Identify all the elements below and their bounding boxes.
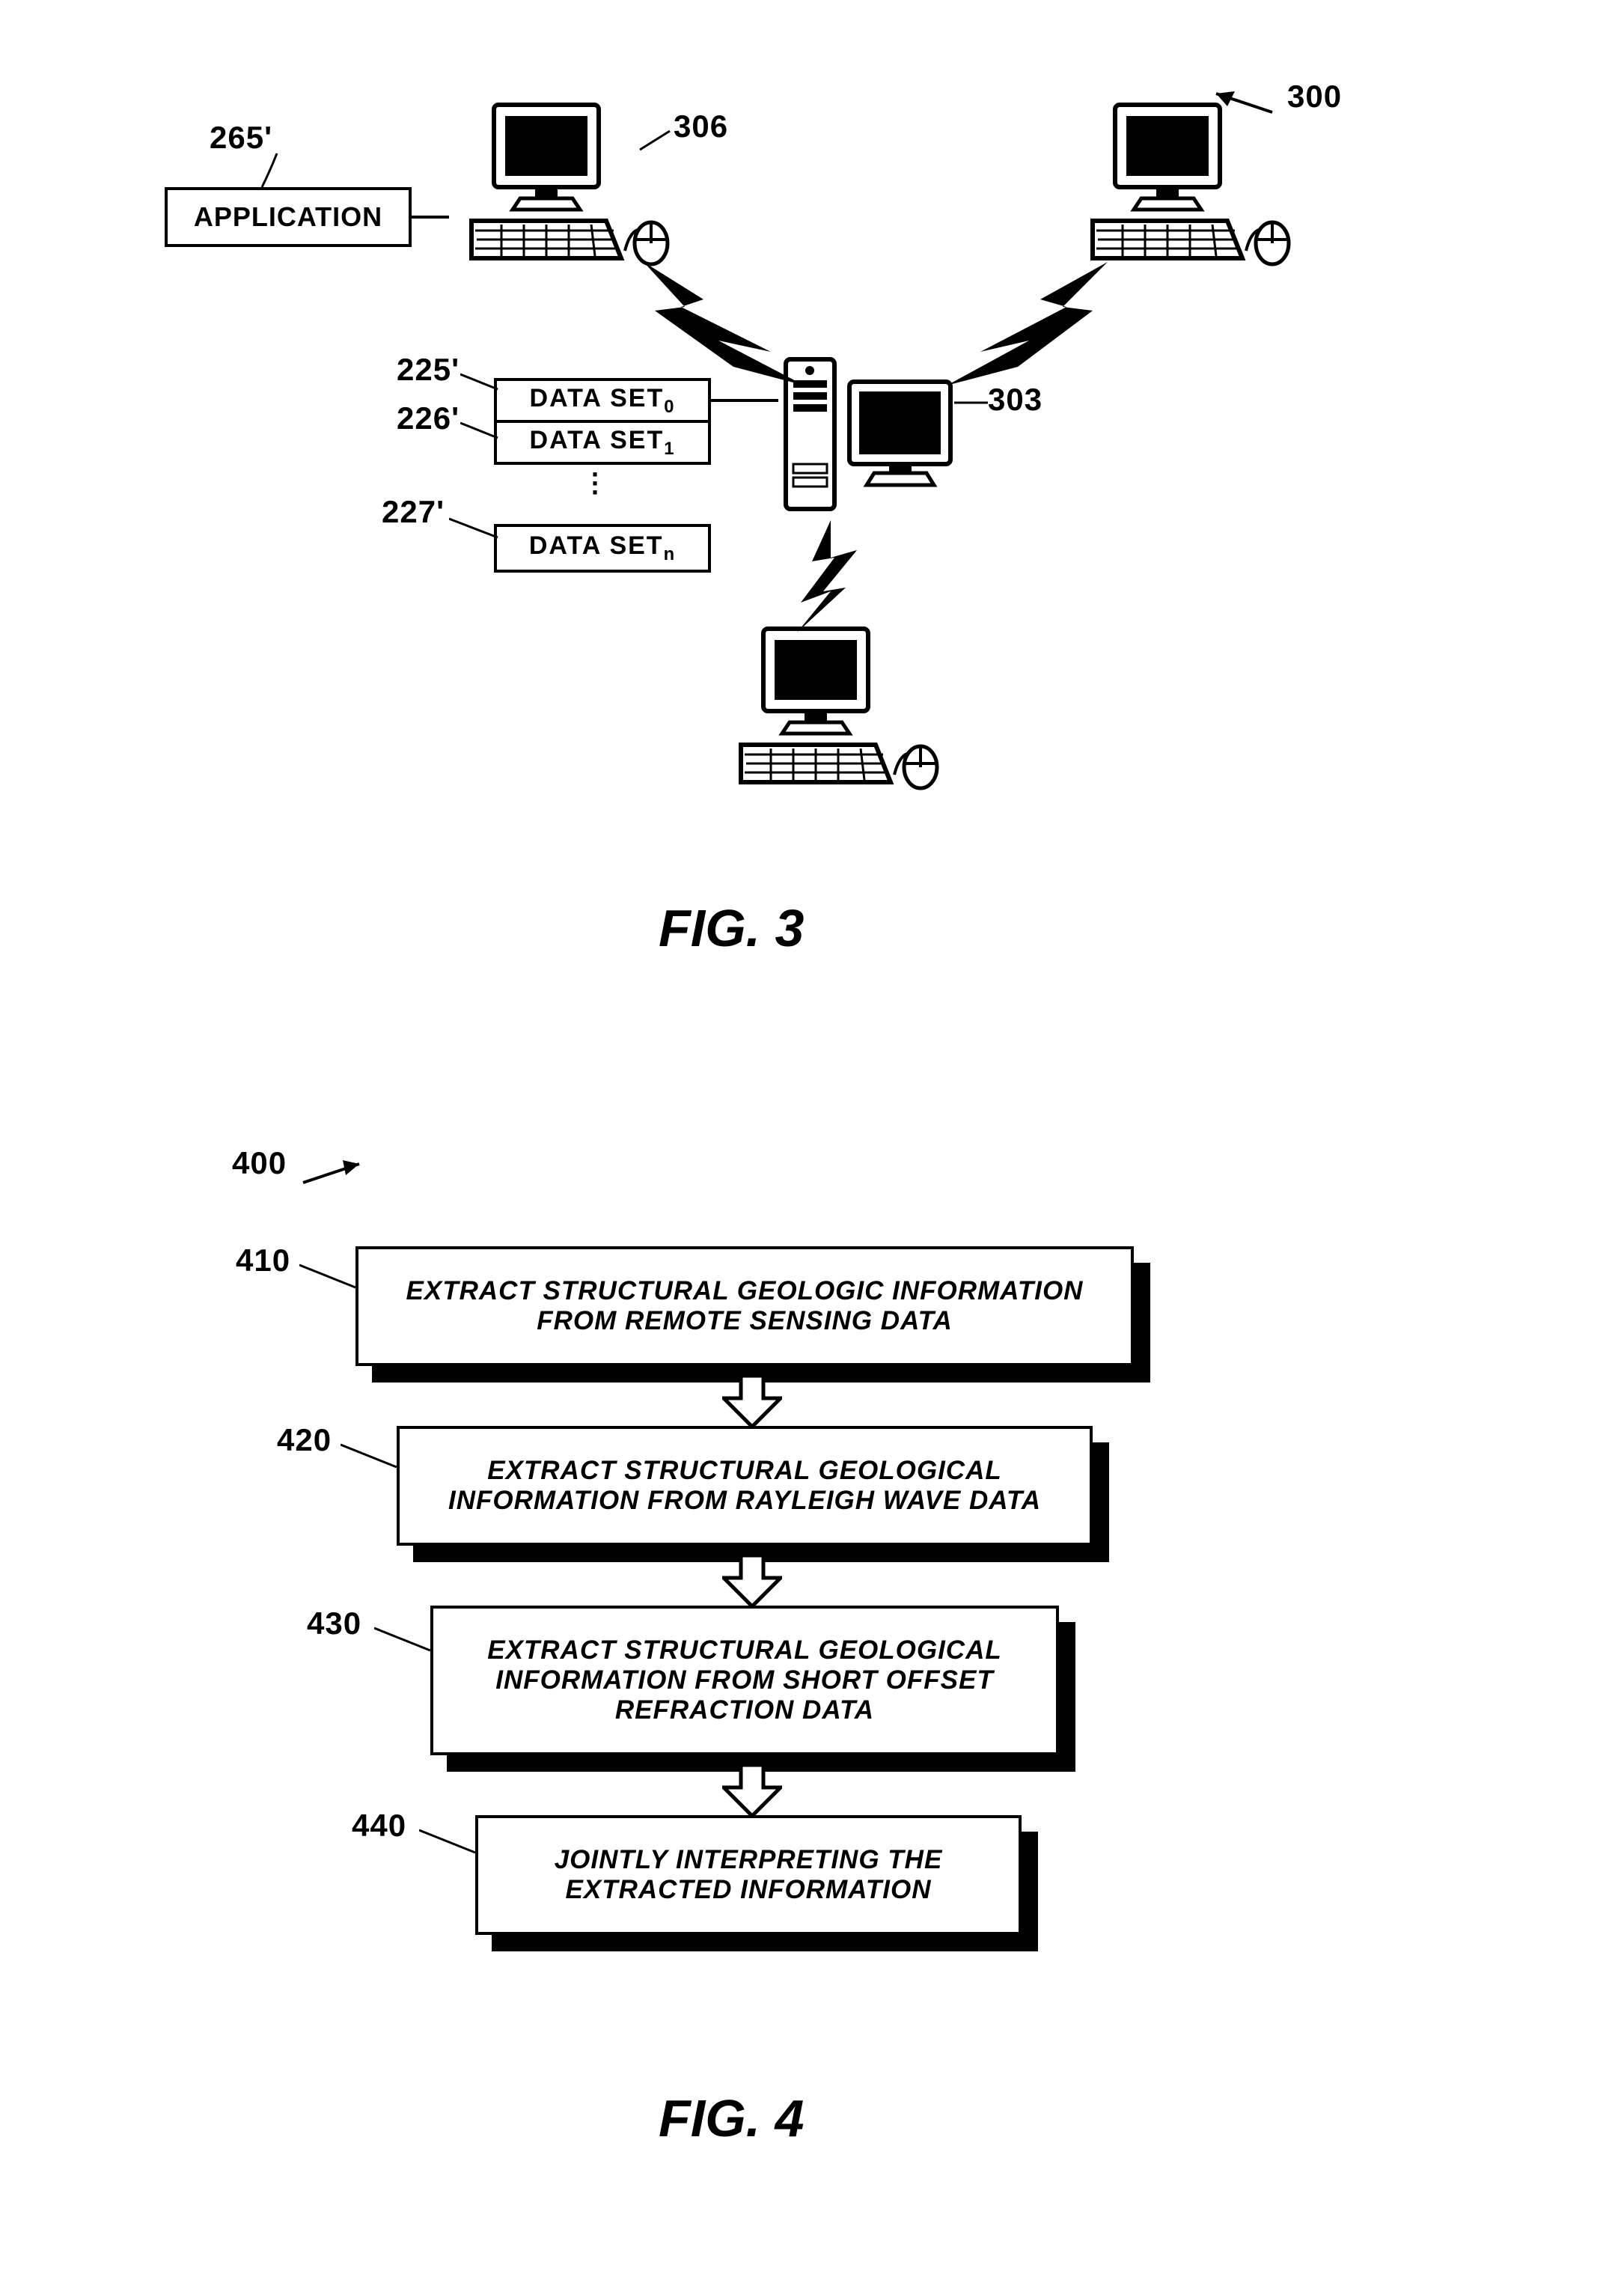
- step-430-box: EXTRACT STRUCTURAL GEOLOGICAL INFORMATIO…: [430, 1606, 1059, 1755]
- ref-303-leader: [954, 395, 992, 410]
- step-430-text: EXTRACT STRUCTURAL GEOLOGICAL INFORMATIO…: [463, 1636, 1026, 1725]
- ref-400: 400: [232, 1145, 287, 1181]
- bolt-top-right: [943, 254, 1115, 389]
- application-box: APPLICATION: [165, 187, 412, 247]
- ref-430: 430: [307, 1606, 361, 1641]
- bolt-top-left: [636, 254, 808, 389]
- ref-420: 420: [277, 1422, 332, 1458]
- app-connector: [412, 216, 449, 219]
- step-420-text: EXTRACT STRUCTURAL GEOLOGICAL INFORMATIO…: [422, 1456, 1067, 1516]
- ref-400-arrow: [299, 1153, 382, 1198]
- ref-410-leader: [299, 1261, 359, 1291]
- dataset-n-box: DATA SETn: [494, 524, 711, 573]
- ref-226-leader: [460, 419, 501, 442]
- dataset-1-box: DATA SET1: [494, 420, 711, 465]
- ref-440-leader: [419, 1826, 479, 1856]
- ref-265-leader: [254, 150, 292, 195]
- ref-227: 227': [382, 494, 445, 530]
- step-410-text: EXTRACT STRUCTURAL GEOLOGIC INFORMATION …: [381, 1276, 1108, 1336]
- flow-arrow-2: [722, 1555, 782, 1608]
- flow-arrow-1: [722, 1376, 782, 1428]
- ref-225-leader: [460, 371, 501, 393]
- computer-client-2: [1070, 97, 1295, 269]
- dataset-0-box: DATA SET0: [494, 378, 711, 423]
- dataset-1-label: DATA SET1: [530, 426, 676, 460]
- ref-430-leader: [374, 1624, 434, 1654]
- ref-306: 306: [674, 109, 728, 144]
- step-420-box: EXTRACT STRUCTURAL GEOLOGICAL INFORMATIO…: [397, 1426, 1093, 1546]
- ref-300: 300: [1287, 79, 1342, 115]
- ref-410: 410: [236, 1243, 290, 1278]
- application-label: APPLICATION: [194, 201, 382, 233]
- ref-420-leader: [341, 1441, 400, 1471]
- dataset-n-label: DATA SETn: [529, 531, 676, 565]
- ref-440: 440: [352, 1808, 406, 1844]
- flow-arrow-3: [722, 1765, 782, 1817]
- dataset-0-label: DATA SET0: [530, 384, 676, 418]
- ref-227-leader: [449, 515, 501, 545]
- step-410-box: EXTRACT STRUCTURAL GEOLOGIC INFORMATION …: [355, 1246, 1134, 1366]
- fig3-caption: FIG. 3: [659, 898, 804, 958]
- dataset-server-connector: [711, 399, 778, 402]
- dataset-vdots: ···: [591, 470, 601, 497]
- ref-226: 226': [397, 400, 460, 436]
- ref-225: 225': [397, 352, 460, 388]
- computer-client-1: [449, 97, 674, 269]
- computer-client-3: [718, 621, 943, 793]
- bolt-bottom: [790, 520, 879, 632]
- step-440-text: JOINTLY INTERPRETING THE EXTRACTED INFOR…: [508, 1845, 989, 1905]
- fig4-caption: FIG. 4: [659, 2088, 804, 2148]
- step-440-box: JOINTLY INTERPRETING THE EXTRACTED INFOR…: [475, 1815, 1022, 1935]
